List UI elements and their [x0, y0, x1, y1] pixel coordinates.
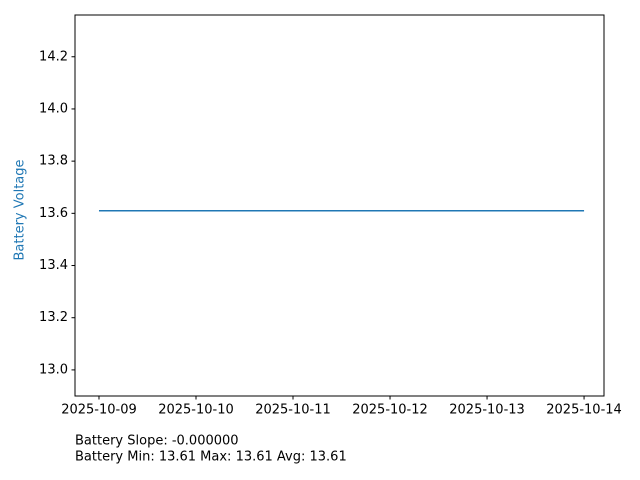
- x-tick-label: 2025-10-09: [61, 403, 137, 418]
- x-tick-label: 2025-10-10: [158, 403, 234, 418]
- y-tick-label: 14.0: [39, 101, 68, 116]
- annotation: Battery Slope: -0.000000: [75, 434, 239, 449]
- x-tick-label: 2025-10-11: [255, 403, 331, 418]
- x-tick-label: 2025-10-13: [449, 403, 525, 418]
- annotation: Battery Min: 13.61 Max: 13.61 Avg: 13.61: [75, 450, 347, 465]
- axes-frame: [74, 14, 605, 397]
- x-tick-label: 2025-10-14: [546, 403, 622, 418]
- y-tick-label: 13.0: [39, 362, 68, 377]
- y-tick-label: 13.4: [39, 258, 68, 273]
- y-tick-label: 13.2: [39, 310, 68, 325]
- y-tick-label: 14.2: [39, 49, 68, 64]
- x-tick-label: 2025-10-12: [352, 403, 428, 418]
- y-tick-label: 13.8: [39, 154, 68, 169]
- y-axis-label: Battery Voltage: [13, 159, 28, 260]
- y-tick-label: 13.6: [39, 206, 68, 221]
